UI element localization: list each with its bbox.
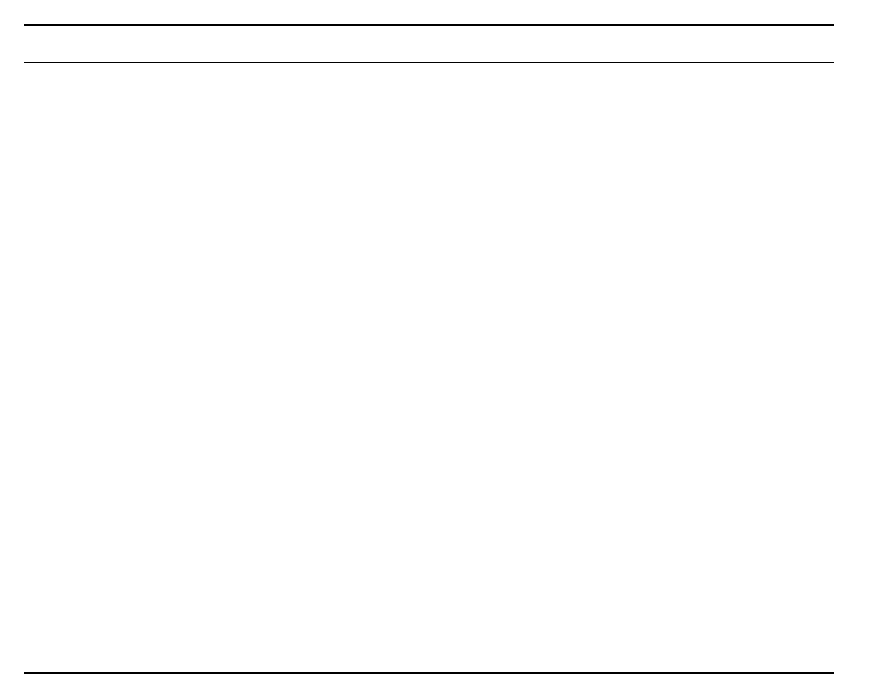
bottom-rule <box>24 672 834 674</box>
header-rule <box>24 62 834 63</box>
top-rule <box>24 24 834 26</box>
